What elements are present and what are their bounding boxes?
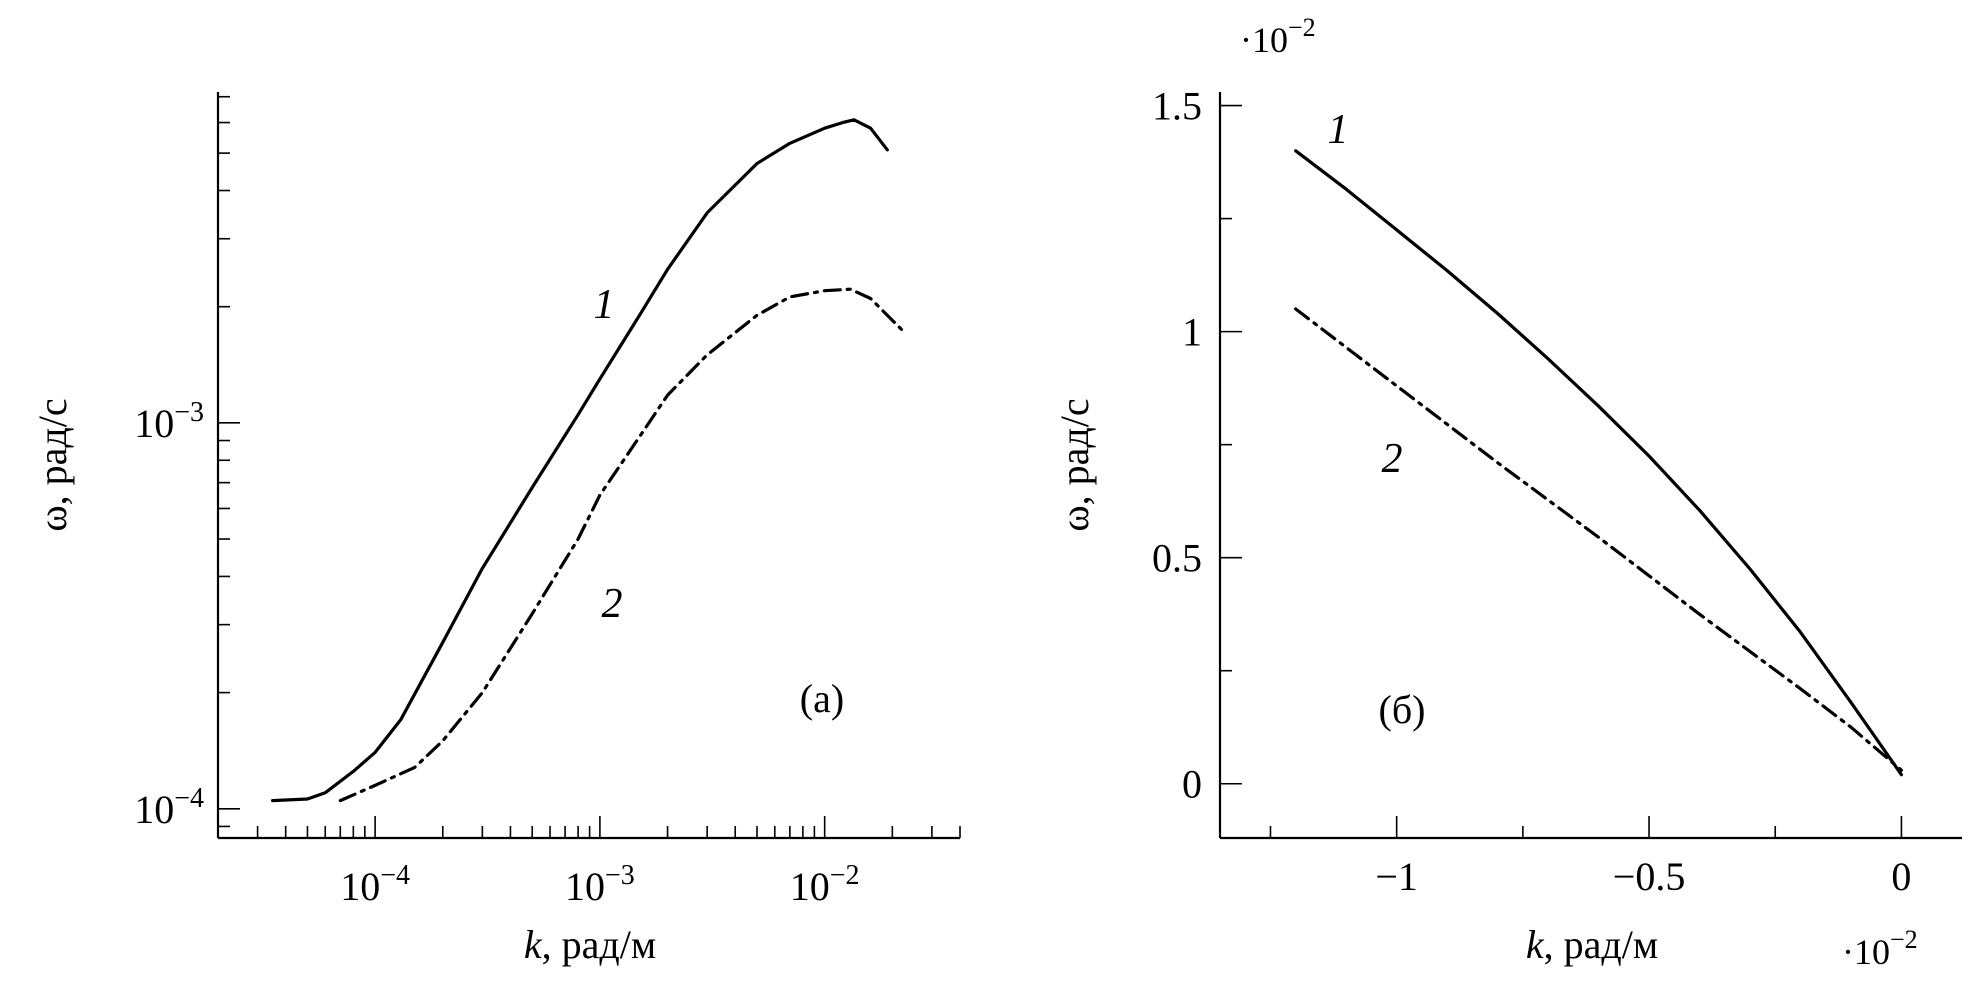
series-line-b-2 <box>1294 307 1904 772</box>
x-tick-label-b: −1 <box>1375 854 1418 899</box>
x-axis-label-a: k, рад/м <box>524 922 656 967</box>
series-label-a-2: 2 <box>602 581 623 627</box>
chart-panel-a: 10−4 10−3 10−2 10−4 10−3 ω, рад/с k, рад/м 1… <box>30 92 961 967</box>
y-tick-label-a: 10−4 <box>134 783 204 832</box>
x-tick-label-a: 10−3 <box>565 860 635 909</box>
y-multiplier-b: ·10−2 <box>1240 13 1316 60</box>
y-tick-label-b: 1 <box>1182 310 1202 355</box>
x-tick-label-b: 0 <box>1891 854 1911 899</box>
y-tick-label-a: 10−3 <box>134 397 204 446</box>
series-label-b-1: 1 <box>1328 107 1349 153</box>
y-tick-label-b: 1.5 <box>1152 84 1202 129</box>
tick-labels-a: 10−4 10−3 10−2 10−4 10−3 <box>134 397 859 909</box>
series-line-a-1 <box>271 118 889 803</box>
series-group-b <box>1294 149 1904 777</box>
y-tick-label-b: 0 <box>1182 762 1202 807</box>
axis-ticks-a <box>217 95 961 838</box>
series-group-a <box>271 118 908 803</box>
axis-ticks-b <box>1220 104 1903 838</box>
x-tick-label-a: 10−2 <box>790 860 860 909</box>
panel-label-a: (а) <box>800 676 844 721</box>
series-line-a-2 <box>338 287 908 803</box>
x-axis-label-b: k, рад/м <box>1526 922 1658 967</box>
x-tick-label-b: −0.5 <box>1613 854 1686 899</box>
series-line-b-1 <box>1294 149 1904 777</box>
y-axis-label-a: ω, рад/с <box>30 398 75 531</box>
chart-panel-b: −1 −0.5 000.511.5 ω, рад/с k, рад/м ·10−2 … <box>1052 13 1962 972</box>
x-tick-label-a: 10−4 <box>340 860 410 909</box>
series-label-b-2: 2 <box>1382 436 1403 482</box>
y-tick-label-b: 0.5 <box>1152 536 1202 581</box>
series-label-a-1: 1 <box>594 282 615 328</box>
panel-label-b: (б) <box>1379 687 1426 732</box>
y-axis-label-b: ω, рад/с <box>1052 398 1097 531</box>
x-multiplier-b: ·10−2 <box>1842 925 1918 972</box>
tick-labels-b: −1 −0.5 0 0 0.5 1 1.5 <box>1152 84 1911 899</box>
